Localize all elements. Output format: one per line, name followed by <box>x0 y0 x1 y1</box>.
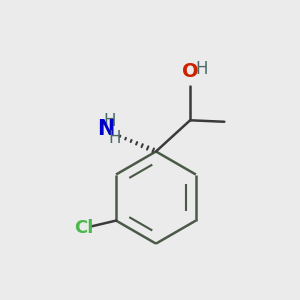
Text: Cl: Cl <box>74 219 93 237</box>
Text: H: H <box>103 112 116 130</box>
Text: H: H <box>108 129 121 147</box>
Text: O: O <box>182 62 198 81</box>
Text: H: H <box>195 60 208 78</box>
Text: N: N <box>97 119 114 139</box>
